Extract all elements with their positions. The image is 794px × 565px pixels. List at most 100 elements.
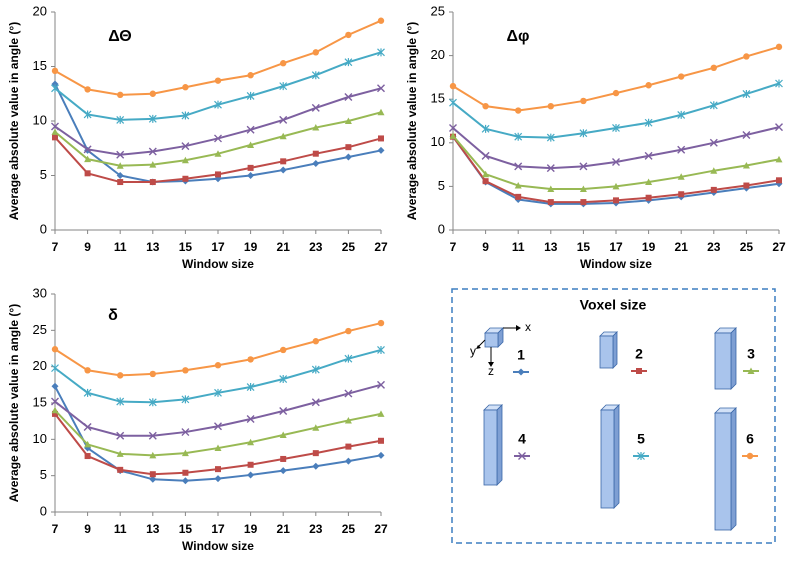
- point: [515, 193, 522, 200]
- point: [312, 150, 319, 157]
- point: [247, 72, 254, 79]
- y-tick-label: 20: [33, 358, 47, 373]
- point: [149, 370, 156, 378]
- series-line: [452, 136, 780, 205]
- y-tick-label: 20: [33, 3, 47, 18]
- point: [279, 132, 287, 140]
- point: [311, 365, 320, 374]
- x-tick-label: 7: [52, 522, 59, 536]
- point: [515, 107, 522, 114]
- point: [377, 84, 385, 93]
- point: [51, 67, 59, 75]
- x-tick-label: 21: [675, 240, 689, 254]
- point: [311, 103, 320, 112]
- point: [579, 185, 587, 193]
- point: [345, 144, 352, 151]
- point: [580, 199, 587, 206]
- point: [246, 383, 255, 392]
- y-tick-label: 15: [33, 394, 47, 409]
- point: [645, 178, 653, 186]
- y-tick-label: 30: [33, 285, 47, 300]
- point: [637, 452, 645, 460]
- x-tick-label: 19: [642, 240, 656, 254]
- point: [377, 451, 385, 459]
- x-tick-label: 13: [146, 240, 160, 254]
- point: [116, 150, 125, 159]
- point: [580, 97, 587, 105]
- point: [612, 157, 620, 166]
- point: [514, 162, 523, 171]
- point: [377, 380, 385, 389]
- point: [311, 71, 320, 80]
- point: [279, 166, 287, 174]
- point: [280, 455, 287, 462]
- x-tick-label: 13: [146, 522, 160, 536]
- x-axis-label: Window size: [182, 539, 254, 553]
- point: [117, 372, 124, 379]
- point: [377, 48, 385, 57]
- x-tick-label: 17: [211, 522, 225, 536]
- point: [344, 117, 352, 124]
- point: [51, 397, 59, 406]
- axis-letter: z: [488, 364, 494, 378]
- y-tick-label: 0: [40, 503, 47, 518]
- point: [636, 368, 642, 374]
- point: [645, 82, 652, 89]
- point: [775, 155, 783, 163]
- point: [116, 172, 124, 179]
- legend-label: 1: [517, 347, 525, 363]
- x-tick-label: 27: [374, 240, 388, 254]
- point: [312, 49, 319, 56]
- point: [247, 471, 255, 479]
- point: [247, 438, 255, 446]
- point: [344, 354, 353, 363]
- point: [311, 398, 320, 407]
- point: [377, 17, 385, 24]
- series-line: [452, 136, 780, 204]
- point: [83, 422, 92, 431]
- point: [678, 191, 685, 198]
- point: [279, 431, 287, 438]
- point: [117, 91, 124, 99]
- x-tick-label: 15: [179, 240, 193, 254]
- point: [612, 123, 620, 132]
- point: [182, 469, 189, 476]
- point: [116, 115, 125, 124]
- series-line: [54, 83, 382, 184]
- point: [51, 364, 59, 373]
- point: [312, 424, 320, 431]
- point: [742, 130, 751, 139]
- point: [247, 172, 255, 179]
- point: [312, 160, 320, 168]
- point: [710, 186, 717, 193]
- point: [312, 462, 320, 470]
- y-tick-label: 10: [431, 134, 445, 149]
- point: [181, 395, 190, 404]
- point: [377, 319, 385, 327]
- y-tick-label: 15: [431, 91, 445, 106]
- point: [84, 170, 91, 177]
- legend-title: Voxel size: [580, 297, 647, 313]
- point: [547, 199, 554, 206]
- x-axis-label: Window size: [182, 257, 254, 271]
- point: [579, 162, 588, 171]
- point: [214, 362, 222, 369]
- y-tick-label: 25: [33, 322, 47, 337]
- point: [613, 197, 619, 204]
- x-tick-label: 13: [544, 240, 558, 254]
- point: [116, 397, 125, 406]
- point: [214, 150, 222, 157]
- point: [214, 77, 222, 84]
- point: [84, 440, 92, 448]
- x-tick-label: 11: [512, 240, 525, 254]
- point: [149, 90, 156, 97]
- point: [279, 467, 287, 475]
- point: [181, 428, 190, 437]
- point: [51, 122, 59, 131]
- point: [181, 156, 189, 164]
- point: [279, 115, 288, 124]
- point: [215, 171, 221, 178]
- point: [116, 162, 124, 169]
- point: [84, 367, 91, 374]
- point: [514, 132, 523, 141]
